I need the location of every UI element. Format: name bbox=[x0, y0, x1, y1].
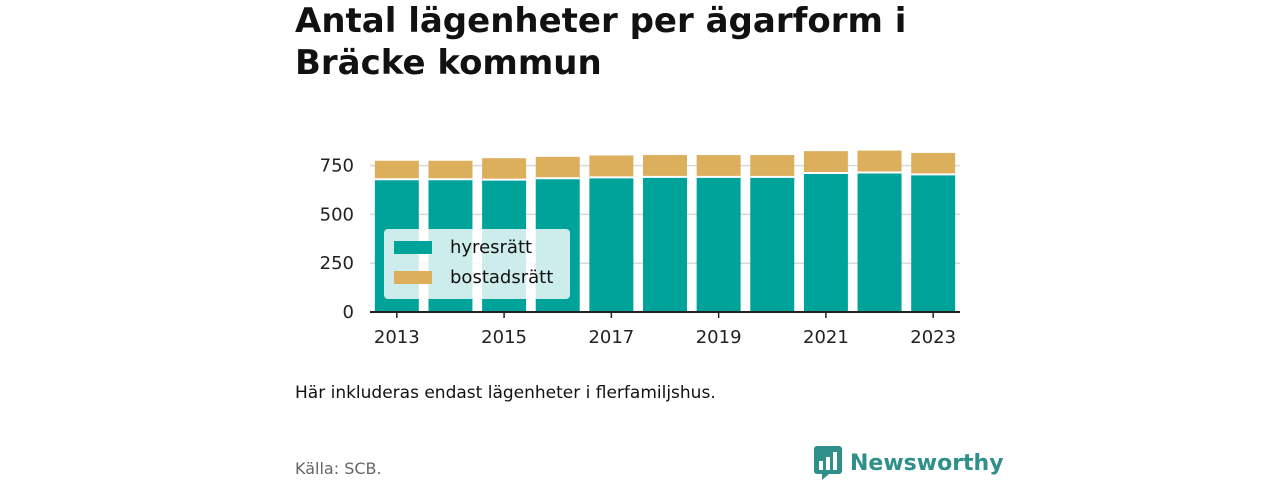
y-tick-label-0: 0 bbox=[343, 302, 354, 323]
chart-source: Källa: SCB. bbox=[295, 459, 382, 478]
bar-2013-bostadsratt bbox=[374, 160, 419, 180]
y-tick-label-250: 250 bbox=[320, 253, 354, 274]
bar-2018-bostadsratt bbox=[643, 155, 687, 177]
axes: 0 250 500 750 2013 2015 2017 2019 2021 2023 bbox=[320, 156, 960, 348]
bar-2017-bostadsratt bbox=[589, 155, 634, 178]
bar-2015-bostadsratt bbox=[482, 158, 527, 180]
bar-2022-hyresratt bbox=[857, 172, 902, 312]
x-tick-label-2017: 2017 bbox=[588, 327, 634, 348]
newsworthy-brand: Newsworthy bbox=[814, 446, 1004, 480]
bar-2022-bostadsratt bbox=[857, 150, 902, 173]
bar-2018-hyresratt bbox=[643, 176, 687, 312]
legend-swatch-hyresratt bbox=[394, 241, 432, 254]
bar-2023-bostadsratt bbox=[911, 152, 956, 175]
bar-2019-hyresratt bbox=[696, 176, 741, 312]
bar-2020-bostadsratt bbox=[750, 155, 795, 177]
x-tick-label-2013: 2013 bbox=[374, 327, 420, 348]
legend-swatch-bostadsratt bbox=[394, 271, 432, 284]
x-tick-label-2021: 2021 bbox=[803, 327, 849, 348]
x-tick-label-2019: 2019 bbox=[696, 327, 742, 348]
legend: hyresrätt bostadsrätt bbox=[384, 229, 570, 299]
bar-2021-hyresratt bbox=[803, 173, 848, 312]
bar-2016-bostadsratt bbox=[535, 156, 580, 179]
bar-2021-bostadsratt bbox=[803, 151, 848, 174]
bar-2023-hyresratt bbox=[911, 174, 956, 312]
y-tick-label-750: 750 bbox=[320, 156, 354, 177]
brand-name: Newsworthy bbox=[850, 450, 1004, 476]
chart-title: Antal lägenheter per ägarform i Bräcke k… bbox=[295, 1, 907, 83]
bar-2014-bostadsratt bbox=[428, 160, 473, 180]
x-tick-label-2023: 2023 bbox=[910, 327, 956, 348]
y-tick-label-500: 500 bbox=[320, 204, 354, 225]
x-tick-label-2015: 2015 bbox=[481, 327, 527, 348]
bar-2017-hyresratt bbox=[589, 177, 634, 312]
bar-2019-bostadsratt bbox=[696, 155, 741, 177]
legend-label-bostadsratt: bostadsrätt bbox=[450, 267, 553, 288]
legend-label-hyresratt: hyresrätt bbox=[450, 237, 532, 258]
bar-2020-hyresratt bbox=[750, 176, 795, 312]
chart-note: Här inkluderas endast lägenheter i flerf… bbox=[295, 383, 716, 403]
bar-chart-speech-bubble-icon bbox=[814, 446, 842, 480]
